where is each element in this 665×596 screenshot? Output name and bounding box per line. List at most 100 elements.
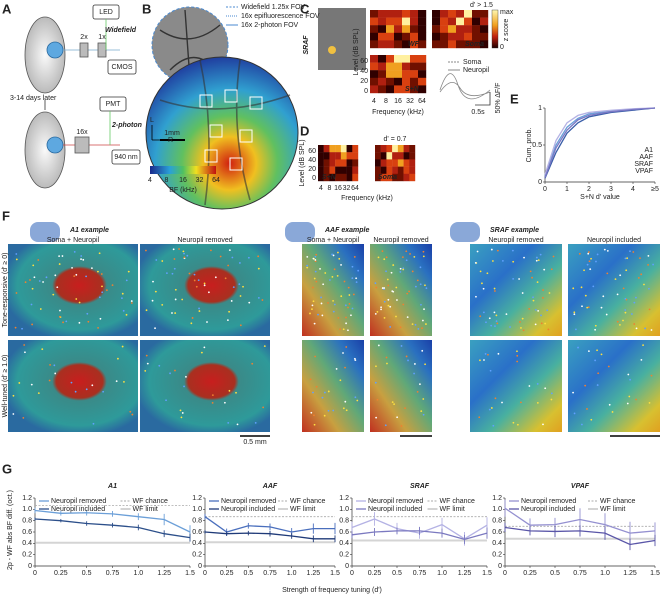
heatmap-cell bbox=[432, 10, 441, 18]
cell-dot bbox=[420, 303, 422, 306]
cell-dot bbox=[532, 299, 535, 302]
heatmap-cell bbox=[335, 152, 342, 160]
cell-dot bbox=[414, 285, 417, 288]
label: z score bbox=[503, 19, 510, 42]
cell-dot bbox=[512, 260, 515, 263]
cell-dot bbox=[228, 310, 231, 313]
setup-illustration bbox=[24, 4, 141, 189]
heatmap-cell bbox=[378, 10, 387, 18]
map-label: Soma bbox=[465, 41, 484, 48]
cell-dot bbox=[399, 326, 402, 329]
cell-dot bbox=[422, 413, 425, 416]
cell-dot bbox=[402, 268, 405, 271]
heatmap-cell bbox=[352, 145, 359, 153]
cell-dot bbox=[577, 346, 579, 349]
cell-dot bbox=[12, 413, 15, 415]
tick-label: 40 bbox=[308, 157, 316, 164]
cell-dot bbox=[197, 279, 200, 282]
heatmap-cell bbox=[378, 40, 387, 49]
cell-dot bbox=[385, 256, 388, 259]
cell-dot bbox=[97, 326, 99, 329]
cell-dot bbox=[648, 308, 651, 311]
cell-dot bbox=[635, 327, 638, 330]
cell-dot bbox=[542, 423, 544, 426]
x-tick-label: 0.5 bbox=[392, 570, 402, 577]
cell-dot bbox=[315, 280, 318, 283]
tick-label: 32 bbox=[343, 185, 351, 192]
cell-dot bbox=[622, 319, 624, 322]
cell-dot bbox=[208, 291, 210, 294]
cell-dot bbox=[338, 257, 341, 260]
colorbar-tick: 64 bbox=[212, 177, 220, 184]
cell-dot bbox=[586, 263, 589, 266]
x-tick-label: 0.75 bbox=[413, 570, 427, 577]
field-map bbox=[8, 244, 138, 336]
cell-dot bbox=[647, 263, 649, 266]
cell-dot bbox=[626, 402, 629, 405]
cell-dot bbox=[377, 344, 380, 347]
cell-dot bbox=[416, 391, 419, 393]
cell-dot bbox=[532, 296, 534, 299]
cell-dot bbox=[353, 357, 356, 360]
cell-dot bbox=[539, 253, 542, 256]
cell-dot bbox=[345, 316, 347, 319]
cell-dot bbox=[386, 278, 389, 281]
cell-dot bbox=[227, 319, 229, 322]
label: d' = 0.7 bbox=[384, 136, 407, 143]
cell-dot bbox=[355, 281, 358, 283]
cell-dot bbox=[375, 416, 378, 419]
cell-dot bbox=[489, 369, 492, 372]
cell-dot bbox=[590, 257, 592, 260]
x-tick-label: 1.0 bbox=[600, 570, 610, 577]
cell-dot bbox=[333, 268, 336, 271]
cell-dot bbox=[130, 300, 133, 302]
cell-dot bbox=[58, 263, 61, 265]
cell-dot bbox=[312, 300, 315, 303]
heatmap-cell bbox=[394, 62, 403, 71]
cell-dot bbox=[483, 311, 485, 314]
cell-dot bbox=[73, 250, 76, 253]
cell-dot bbox=[101, 285, 103, 288]
heatmap-cell bbox=[323, 159, 330, 167]
cell-dot bbox=[315, 253, 318, 256]
heatmap-cell bbox=[380, 145, 387, 153]
heatmap-cell bbox=[418, 10, 427, 18]
heatmap-cell bbox=[318, 166, 324, 174]
x-tick-label: 0.25 bbox=[368, 570, 382, 577]
cell-dot bbox=[166, 272, 168, 275]
cell-dot bbox=[629, 250, 631, 253]
legend-label: AAF bbox=[639, 154, 653, 161]
heatmap-cell bbox=[323, 152, 330, 160]
cell-dot bbox=[529, 270, 532, 273]
cell-dot bbox=[342, 407, 345, 410]
cell-dot bbox=[310, 411, 313, 414]
cell-dot bbox=[587, 252, 590, 255]
cell-dot bbox=[594, 324, 597, 327]
tick-label: 0 bbox=[364, 88, 368, 95]
cell-dot bbox=[587, 251, 590, 253]
cell-dot bbox=[313, 277, 316, 280]
cell-dot bbox=[146, 362, 149, 365]
cell-dot bbox=[214, 276, 217, 279]
axis-label: Cum. prob. bbox=[526, 128, 533, 163]
cell-dot bbox=[509, 326, 511, 328]
heatmap-cell bbox=[340, 159, 347, 167]
x-tick-label: 2 bbox=[587, 186, 591, 193]
y-tick-label: 0.4 bbox=[22, 540, 32, 547]
cell-dot bbox=[495, 320, 498, 323]
cell-dot bbox=[315, 385, 318, 388]
cell-dot bbox=[479, 315, 482, 318]
heatmap-cell bbox=[386, 25, 395, 33]
cell-dot bbox=[125, 279, 128, 282]
cell-dot bbox=[348, 294, 351, 296]
cell-dot bbox=[131, 413, 134, 416]
heatmap-cell bbox=[464, 25, 473, 33]
cell-dot bbox=[230, 300, 233, 302]
cell-dot bbox=[390, 271, 393, 274]
cell-dot bbox=[350, 314, 352, 317]
heatmap-cell bbox=[380, 166, 387, 174]
label: Widefield bbox=[105, 27, 137, 34]
cell-dot bbox=[488, 408, 491, 411]
heatmap-cell bbox=[397, 166, 404, 174]
cell-dot bbox=[552, 255, 555, 258]
